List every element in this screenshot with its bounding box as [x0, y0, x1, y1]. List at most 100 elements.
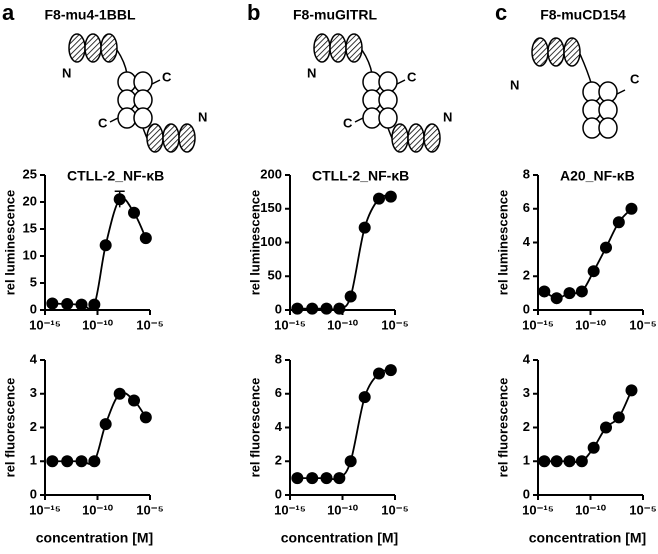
domain-hatched [329, 33, 347, 63]
data-point [587, 441, 600, 454]
data-point [384, 364, 397, 377]
data-point [612, 411, 625, 424]
y-tick-label: 4 [275, 419, 283, 434]
panel-title: F8-mu4-1BBL [44, 7, 135, 23]
linker [396, 79, 406, 85]
x-tick-label: 10⁻¹⁵ [522, 317, 554, 332]
data-point [333, 472, 346, 485]
domain-trimer [378, 107, 398, 129]
terminus-label: N [510, 77, 519, 92]
chart-title: CTLL-2_NF-κB [312, 168, 409, 184]
panel-letter: b [247, 0, 260, 25]
y-tick-label: 20 [23, 193, 37, 208]
domain-trimer [598, 81, 618, 103]
x-tick-label: 10⁻⁵ [629, 502, 656, 517]
data-point [550, 292, 563, 305]
y-tick-label: 1 [523, 453, 530, 468]
y-tick-label: 150 [260, 200, 282, 215]
linker [354, 117, 364, 123]
y-tick-label: 200 [260, 166, 282, 181]
y-tick-label: 100 [260, 234, 282, 249]
fit-line [297, 369, 392, 481]
data-point [320, 302, 333, 315]
data-point [625, 202, 638, 215]
domain-hatched [547, 37, 565, 67]
y-tick-label: 0 [523, 301, 530, 316]
y-tick-label: 2 [523, 268, 530, 283]
x-tick-label: 10⁻¹⁵ [274, 317, 306, 332]
terminus-label: N [198, 109, 207, 124]
x-tick-label: 10⁻⁵ [381, 317, 408, 332]
domain-trimer [598, 99, 618, 121]
domain-hatched [146, 123, 164, 153]
x-axis-label: concentration [M] [529, 530, 646, 546]
data-point [373, 367, 386, 380]
domain-hatched [345, 33, 363, 63]
y-axis-label: rel fluorescence [495, 378, 510, 478]
data-point [88, 298, 101, 311]
data-point [75, 455, 88, 468]
domain-hatched [84, 33, 102, 63]
y-tick-label: 4 [30, 351, 38, 366]
data-point [75, 298, 88, 311]
y-tick-label: 0 [275, 301, 282, 316]
data-point [306, 302, 319, 315]
protein-diagram: N C C N [62, 33, 207, 153]
data-point [128, 394, 141, 407]
data-point [344, 290, 357, 303]
data-point [575, 455, 588, 468]
domain-hatched [178, 123, 196, 153]
y-tick-label: 50 [268, 268, 282, 283]
panel-letter: a [2, 0, 15, 25]
data-point [113, 387, 126, 400]
domain-trimer [133, 71, 153, 93]
x-tick-label: 10⁻⁵ [629, 317, 656, 332]
panel-letter: c [495, 0, 507, 25]
data-point [88, 455, 101, 468]
data-point [128, 206, 141, 219]
y-tick-label: 1 [30, 453, 37, 468]
domain-trimer [378, 71, 398, 93]
data-point [99, 239, 112, 252]
data-point [358, 221, 371, 234]
y-tick-label: 2 [275, 453, 282, 468]
domain-hatched [531, 37, 549, 67]
domain-trimer [133, 89, 153, 111]
y-tick-label: 0 [30, 301, 37, 316]
x-tick-label: 10⁻⁵ [136, 317, 163, 332]
y-tick-label: 8 [275, 351, 282, 366]
data-point [46, 455, 59, 468]
data-point [333, 302, 346, 315]
y-tick-label: 6 [523, 200, 530, 215]
x-tick-label: 10⁻⁵ [136, 502, 163, 517]
data-point [625, 384, 638, 397]
data-point [139, 232, 152, 245]
fit-line [297, 194, 391, 311]
x-tick-label: 10⁻¹⁵ [29, 502, 61, 517]
y-tick-label: 0 [30, 486, 37, 501]
domain-hatched [162, 123, 180, 153]
data-point [587, 265, 600, 278]
y-tick-label: 2 [30, 419, 37, 434]
x-tick-label: 10⁻¹⁰ [575, 317, 607, 332]
domain-hatched [100, 33, 118, 63]
y-axis-label: rel fluorescence [2, 378, 17, 478]
domain-hatched [563, 37, 581, 67]
data-point [358, 391, 371, 404]
chart-title: CTLL-2_NF-κB [67, 168, 164, 184]
x-tick-label: 10⁻¹⁰ [575, 502, 607, 517]
domain-trimer [598, 117, 618, 139]
x-tick-label: 10⁻¹⁰ [327, 317, 359, 332]
panel-title: F8-muCD154 [540, 7, 626, 23]
terminus-label: C [343, 115, 353, 130]
data-point [113, 193, 126, 206]
data-point [373, 192, 386, 205]
panel-title: F8-muGITRL [293, 7, 377, 23]
linker [109, 117, 119, 123]
data-point [612, 216, 625, 229]
x-tick-label: 10⁻¹⁰ [82, 502, 114, 517]
x-axis-label: concentration [M] [36, 530, 153, 546]
y-axis-label: rel luminescence [495, 190, 510, 296]
domain-hatched [391, 123, 409, 153]
